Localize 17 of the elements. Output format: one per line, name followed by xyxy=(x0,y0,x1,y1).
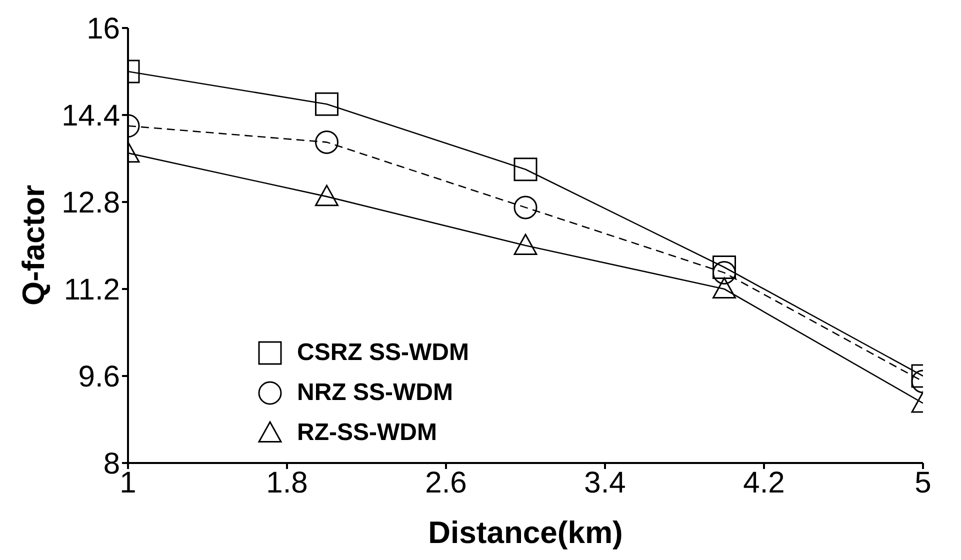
y-tick-label: 8 xyxy=(103,448,120,481)
y-tick-label: 11.2 xyxy=(64,274,120,307)
y-tick-label: 16 xyxy=(86,12,120,46)
x-tick-label: 5 xyxy=(914,466,932,500)
x-axis-title: Distance(km) xyxy=(428,515,623,550)
legend-label: RZ-SS-WDM xyxy=(297,419,437,447)
x-tick-label: 1 xyxy=(120,466,136,500)
x-tick-label: 4.2 xyxy=(743,466,785,500)
legend-label: CSRZ SS-WDM xyxy=(297,339,469,367)
x-tick-label: 3.4 xyxy=(584,466,626,500)
y-tick-label: 9.6 xyxy=(78,360,120,394)
y-tick-label: 14.4 xyxy=(62,100,120,133)
y-tick-label: 12.8 xyxy=(62,186,120,220)
x-tick-label: 1.8 xyxy=(266,466,308,500)
y-axis-title: Q-factor xyxy=(16,184,52,306)
legend-label: NRZ SS-WDM xyxy=(297,379,453,407)
x-tick-label: 2.6 xyxy=(425,466,467,500)
